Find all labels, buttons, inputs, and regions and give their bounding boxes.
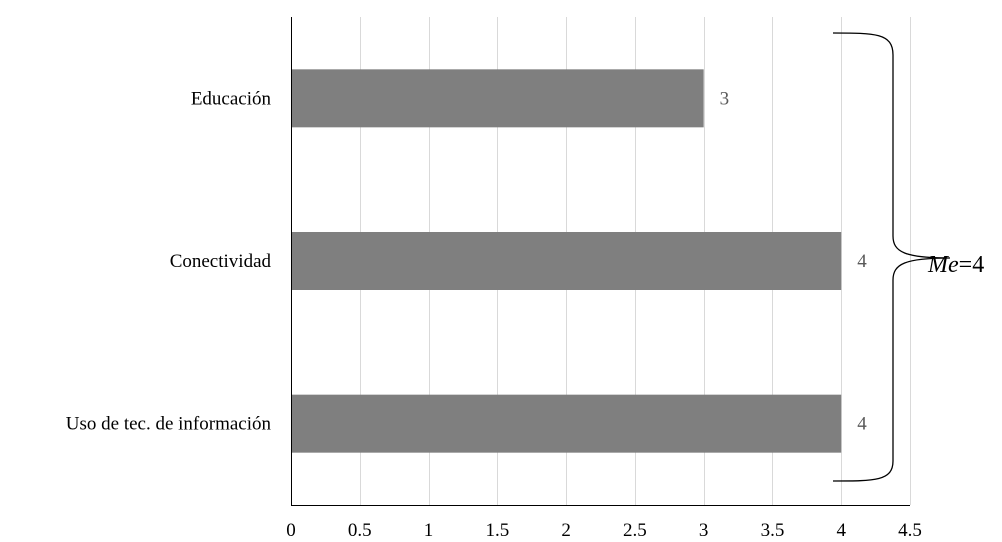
- x-tick-label: 1: [424, 520, 434, 541]
- x-tick-label: 4: [836, 520, 846, 541]
- x-tick-label: 1.5: [485, 520, 509, 541]
- x-tick-label: 2.5: [623, 520, 647, 541]
- x-tick-label: 3: [699, 520, 709, 541]
- x-tick-label: 2: [561, 520, 571, 541]
- data-label: 4: [857, 414, 867, 435]
- median-label: Me=4: [927, 252, 984, 278]
- x-tick-label: 3.5: [761, 520, 785, 541]
- axes: [291, 17, 910, 506]
- x-tick-label: 0.5: [348, 520, 372, 541]
- data-labels: 3 4 4: [720, 88, 868, 434]
- x-tick-labels: 0 0.5 1 1.5 2 2.5 3 3.5 4 4.5: [286, 520, 922, 541]
- data-label: 3: [720, 88, 730, 109]
- category-label: Educación: [191, 88, 272, 109]
- median-value: =4: [959, 252, 985, 278]
- median-brace: [832, 32, 951, 482]
- data-label: 4: [857, 251, 867, 272]
- category-label: Uso de tec. de información: [66, 414, 272, 435]
- category-label: Conectividad: [170, 251, 272, 272]
- bar: [291, 69, 704, 128]
- category-labels: Educación Conectividad Uso de tec. de info…: [66, 88, 272, 434]
- bars: [291, 69, 842, 453]
- bar: [291, 394, 842, 453]
- bar: [291, 232, 842, 290]
- median-annotation: Me=4: [832, 32, 984, 482]
- x-tick-label: 4.5: [898, 520, 922, 541]
- x-tick-label: 0: [286, 520, 296, 541]
- median-symbol: Me: [927, 252, 959, 278]
